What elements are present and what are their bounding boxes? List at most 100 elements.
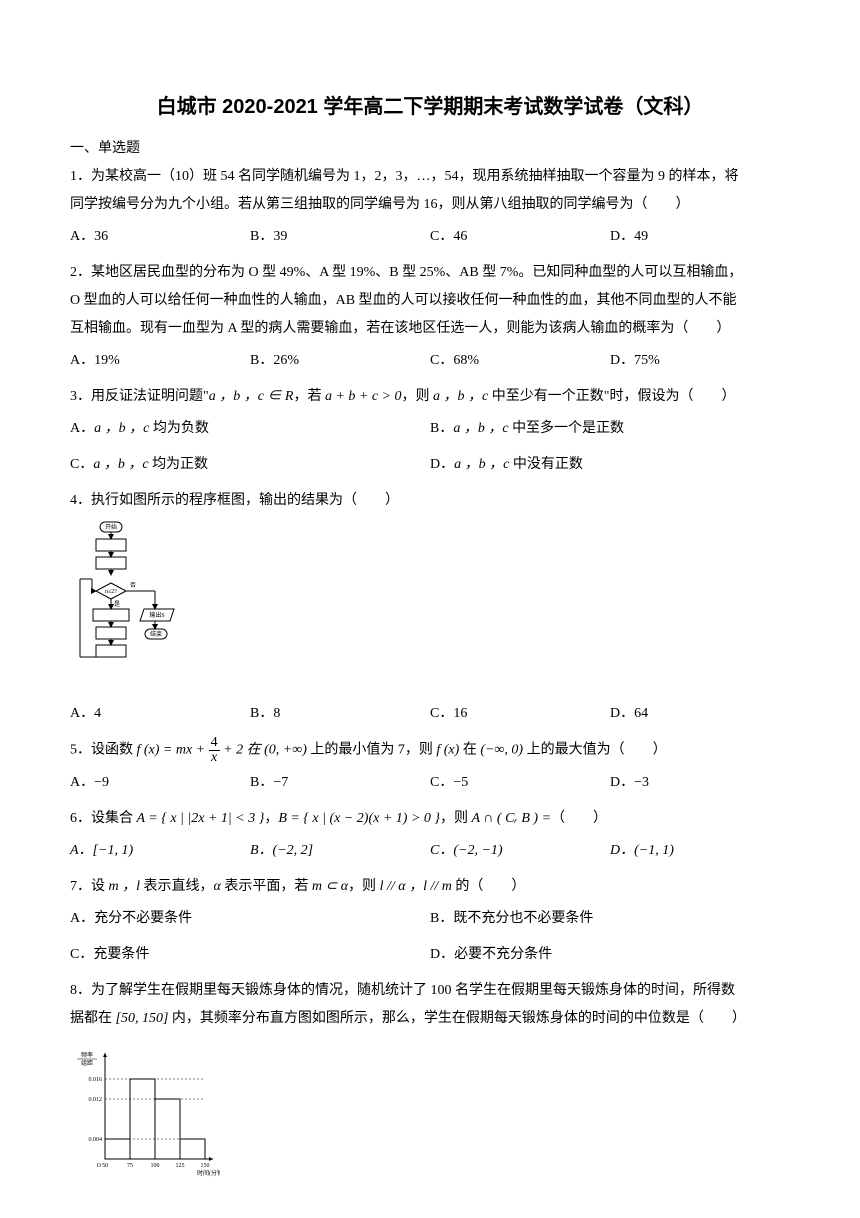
q2-line1: 2．某地区居民血型的分布为 O 型 49%、A 型 19%、B 型 25%、AB…	[70, 259, 790, 287]
svg-text:150: 150	[201, 1163, 210, 1169]
svg-text:0.004: 0.004	[89, 1137, 103, 1143]
q2-line3: 互相输血。现有一血型为 A 型的病人需要输血，若在该地区任选一人，则能为该病人输…	[70, 315, 790, 343]
svg-text:0.016: 0.016	[89, 1077, 103, 1083]
q5-mid3: 在	[459, 743, 480, 758]
q3-c-math: a ，b ，c	[93, 457, 148, 472]
q6-opt-b: B．(−2, 2]	[250, 837, 430, 865]
svg-text:时间(分钟): 时间(分钟)	[197, 1169, 220, 1177]
q4-line1: 4．执行如图所示的程序框图，输出的结果为（ ）	[70, 487, 790, 515]
q3-c-suffix: 均为正数	[149, 457, 209, 472]
q7-tail: 的（ ）	[452, 879, 526, 894]
q5-pre: 5．设函数	[70, 743, 137, 758]
svg-text:结束: 结束	[150, 630, 162, 638]
svg-text:输出S: 输出S	[149, 611, 164, 619]
q1-line2: 同学按编号分为九个小组。若从第三组抽取的同学编号为 16，则从第八组抽取的同学编…	[70, 191, 790, 219]
q4-opt-d: D．64	[610, 700, 790, 728]
svg-text:75: 75	[127, 1163, 133, 1169]
q7-m2: α	[214, 879, 221, 894]
q3-b-prefix: B．	[430, 421, 453, 436]
histogram-svg: 0.0040.0120.0165075100125150频率组距时间(分钟)O	[70, 1037, 220, 1177]
histogram: 0.0040.0120.0165075100125150频率组距时间(分钟)O	[70, 1037, 790, 1182]
q6-opt-a: A．[−1, 1)	[70, 837, 250, 865]
q6-Bdef: B = { x | (x − 2)(x + 1) > 0 }	[278, 811, 440, 826]
q5-opt-c: C．−5	[430, 769, 610, 797]
q3-a-suffix: 均为负数	[149, 421, 209, 436]
q5-int2: (−∞, 0)	[480, 743, 523, 758]
q5-mid1: + 2 在	[220, 743, 264, 758]
q4-opt-c: C．16	[430, 700, 610, 728]
q7-options-cd: C．充要条件 D．必要不充分条件	[70, 941, 790, 969]
q7-opt-d: D．必要不充分条件	[430, 941, 790, 969]
q3-math-2: a + b + c > 0	[325, 389, 402, 404]
q5-fx: f (x) = mx +	[137, 743, 209, 758]
q3-d-math: a ，b ，c	[454, 457, 509, 472]
question-7: 7．设 m ，l 表示直线，α 表示平面，若 m ⊂ α，则 l // α ，l…	[70, 873, 790, 901]
page-title: 白城市 2020-2021 学年高二下学期期末考试数学试卷（文科）	[70, 90, 790, 119]
q6-tail: （ ）	[551, 811, 607, 826]
q8-line2: 据都在 [50, 150] 内，其频率分布直方图如图所示，那么，学生在假期每天锻…	[70, 1005, 790, 1033]
q3-math-3: a ，b ，c	[433, 389, 488, 404]
q3-opt-b: B．a ，b ，c 中至多一个是正数	[430, 415, 790, 443]
q7-options-ab: A．充分不必要条件 B．既不充分也不必要条件	[70, 905, 790, 933]
q6-opt-c: C．(−2, −1)	[430, 837, 610, 865]
svg-text:是: 是	[114, 601, 120, 608]
q7-mid1: 表示直线，	[140, 879, 214, 894]
q7-mid2: 表示平面，若	[221, 879, 312, 894]
svg-text:50: 50	[102, 1163, 108, 1169]
q3-text-a: 3．用反证法证明问题"	[70, 389, 209, 404]
q4-options: A．4 B．8 C．16 D．64	[70, 700, 790, 728]
q7-opt-c: C．充要条件	[70, 941, 430, 969]
q3-text-b: ，若	[293, 389, 325, 404]
q5-frac-den: x	[209, 751, 220, 765]
q8-l2-m: [50, 150]	[116, 1011, 169, 1026]
q6-opt-d: D．(−1, 1)	[610, 837, 790, 865]
q3-opt-a: A．a ，b ，c 均为负数	[70, 415, 430, 443]
q5-mid2: 上的最小值为 7，则	[307, 743, 437, 758]
q6-pre: 6．设集合	[70, 811, 137, 826]
flowchart-svg: 开始n≤2?输出S结束否是	[70, 519, 180, 689]
q1-options: A．36 B．39 C．46 D．49	[70, 223, 790, 251]
q1-opt-b: B．39	[250, 223, 430, 251]
svg-text:O: O	[97, 1163, 102, 1169]
q3-b-suffix: 中至多一个是正数	[509, 421, 625, 436]
q7-m1: m ，l	[109, 879, 141, 894]
question-4: 4．执行如图所示的程序框图，输出的结果为（ ）	[70, 487, 790, 515]
question-3: 3．用反证法证明问题"a ，b ，c ∈ R，若 a + b + c > 0，则…	[70, 383, 790, 411]
q3-options-cd: C．a ，b ，c 均为正数 D．a ，b ，c 中没有正数	[70, 451, 790, 479]
q7-opt-a: A．充分不必要条件	[70, 905, 430, 933]
q3-c-prefix: C．	[70, 457, 93, 472]
q3-text-d: 中至少有一个正数"时，假设为（ ）	[488, 389, 735, 404]
q6-mid2: ，则	[440, 811, 472, 826]
question-8: 8．为了解学生在假期里每天锻炼身体的情况，随机统计了 100 名学生在假期里每天…	[70, 977, 790, 1033]
q4-opt-a: A．4	[70, 700, 250, 728]
q3-opt-c: C．a ，b ，c 均为正数	[70, 451, 430, 479]
svg-text:0.012: 0.012	[89, 1097, 103, 1103]
q7-mid3: ，则	[348, 879, 380, 894]
svg-text:频率: 频率	[81, 1051, 93, 1059]
q5-opt-d: D．−3	[610, 769, 790, 797]
q3-b-math: a ，b ，c	[453, 421, 508, 436]
q2-opt-b: B．26%	[250, 347, 430, 375]
q8-line1: 8．为了解学生在假期里每天锻炼身体的情况，随机统计了 100 名学生在假期里每天…	[70, 977, 790, 1005]
q3-a-prefix: A．	[70, 421, 94, 436]
q2-opt-d: D．75%	[610, 347, 790, 375]
q8-l2-b: 内，其频率分布直方图如图所示，那么，学生在假期每天锻炼身体的时间的中位数是（ ）	[168, 1011, 746, 1026]
q3-options-ab: A．a ，b ，c 均为负数 B．a ，b ，c 中至多一个是正数	[70, 415, 790, 443]
q3-d-prefix: D．	[430, 457, 454, 472]
q6-Adef: A = { x | |2x + 1| < 3 }	[137, 811, 265, 826]
svg-text:n≤2?: n≤2?	[105, 589, 117, 595]
q1-line1: 1．为某校高一（10）班 54 名同学随机编号为 1，2，3，…，54，现用系统…	[70, 163, 790, 191]
q7-opt-b: B．既不充分也不必要条件	[430, 905, 790, 933]
flowchart: 开始n≤2?输出S结束否是	[70, 519, 790, 694]
question-1: 1．为某校高一（10）班 54 名同学随机编号为 1，2，3，…，54，现用系统…	[70, 163, 790, 219]
q3-opt-d: D．a ，b ，c 中没有正数	[430, 451, 790, 479]
q5-options: A．−9 B．−7 C．−5 D．−3	[70, 769, 790, 797]
q7-m3: m ⊂ α	[312, 879, 348, 894]
question-5: 5．设函数 f (x) = mx + 4x + 2 在 (0, +∞) 上的最小…	[70, 736, 790, 765]
q7-m4: l // α ，l // m	[380, 879, 452, 894]
q5-opt-b: B．−7	[250, 769, 430, 797]
svg-text:100: 100	[151, 1163, 160, 1169]
q7-pre: 7．设	[70, 879, 109, 894]
q5-frac-num: 4	[209, 736, 220, 751]
question-2: 2．某地区居民血型的分布为 O 型 49%、A 型 19%、B 型 25%、AB…	[70, 259, 790, 343]
